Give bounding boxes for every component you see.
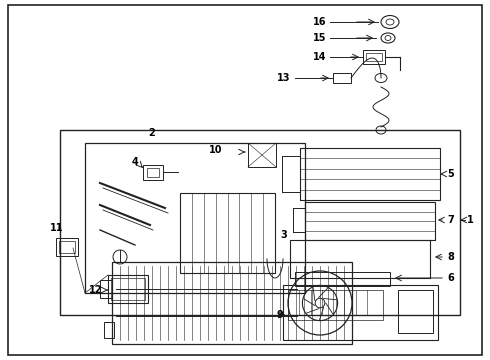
Bar xyxy=(398,290,433,333)
Bar xyxy=(295,272,390,286)
Bar xyxy=(143,165,163,180)
Text: 3: 3 xyxy=(280,230,287,240)
Bar xyxy=(283,285,438,340)
Bar xyxy=(366,53,382,61)
Text: 6: 6 xyxy=(447,273,454,283)
Bar xyxy=(248,143,276,167)
Bar xyxy=(112,262,352,344)
Bar xyxy=(147,168,159,177)
Text: 11: 11 xyxy=(50,223,64,233)
Bar xyxy=(100,280,112,298)
Bar xyxy=(59,241,75,253)
Bar xyxy=(290,240,430,278)
Bar xyxy=(305,202,435,240)
Text: 15: 15 xyxy=(313,33,326,43)
Text: 4: 4 xyxy=(131,157,138,167)
Bar xyxy=(56,238,78,256)
Bar xyxy=(363,50,385,64)
Bar xyxy=(111,278,145,300)
Bar xyxy=(104,322,114,338)
Bar xyxy=(300,148,440,200)
Text: 7: 7 xyxy=(447,215,454,225)
Text: 14: 14 xyxy=(313,52,326,62)
Text: 1: 1 xyxy=(467,215,474,225)
Bar xyxy=(288,290,383,320)
Text: 5: 5 xyxy=(447,169,454,179)
Text: 13: 13 xyxy=(276,73,290,83)
Bar xyxy=(60,130,460,315)
Bar xyxy=(85,143,305,293)
Bar xyxy=(108,275,148,303)
Text: 8: 8 xyxy=(447,252,454,262)
Text: 9: 9 xyxy=(276,310,283,320)
Text: 2: 2 xyxy=(148,128,155,138)
Text: 10: 10 xyxy=(209,145,222,155)
Bar xyxy=(333,73,351,83)
Text: 16: 16 xyxy=(313,17,326,27)
Text: 12: 12 xyxy=(89,285,102,295)
Bar xyxy=(180,193,275,273)
